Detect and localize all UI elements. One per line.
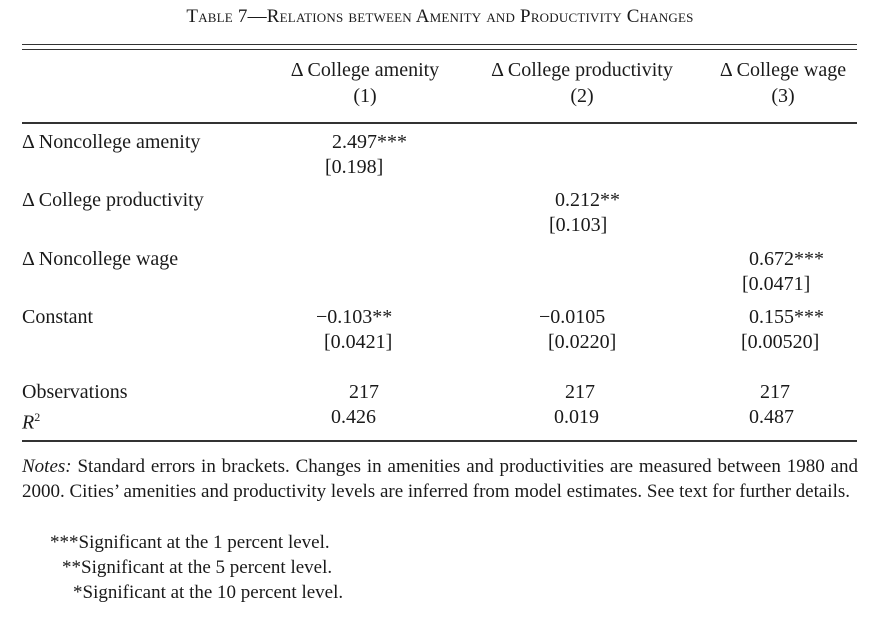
notes-text: Standard errors in brackets. Changes in … (22, 456, 858, 502)
coef-noncollege-amenity: 2.497*** (332, 131, 407, 153)
title-rest: able 7—Relations between Amenity and Pro… (198, 6, 694, 27)
coef-noncollege-wage: 0.672*** (749, 248, 824, 270)
row-label-noncollege-wage: Δ Noncollege wage (22, 248, 179, 270)
observations-2: 217 (565, 381, 595, 403)
row-label-college-productivity: Δ College productivity (22, 189, 204, 211)
coef-college-productivity: 0.212** (555, 189, 620, 211)
se-constant-1: [0.0421] (324, 331, 393, 353)
column-number: (1) (353, 85, 377, 107)
se-constant-3: [0.00520] (741, 331, 820, 353)
se-noncollege-wage: [0.0471] (742, 273, 811, 295)
bottom-rule (22, 440, 857, 442)
coef-constant-1: −0.103** (316, 306, 393, 328)
observations-3: 217 (760, 381, 790, 403)
significance-text: Significant at the 10 percent level. (82, 582, 344, 603)
column-header-1: Δ College amenity (1) (255, 57, 475, 109)
notes-lead: Notes: (22, 456, 72, 477)
r-squared-3: 0.487 (749, 406, 794, 428)
r-squared-1: 0.426 (331, 406, 376, 428)
significance-marker: ** (62, 557, 81, 578)
table-title: Table 7—Relations between Amenity and Pr… (0, 6, 880, 28)
significance-note-1pct: ***Significant at the 1 percent level. (50, 530, 330, 555)
row-label-constant: Constant (22, 306, 94, 328)
r-squared-symbol: R (22, 411, 35, 434)
column-header-3: Δ College wage (3) (673, 57, 880, 109)
r-squared-superscript: 2 (34, 410, 41, 424)
r-squared-2: 0.019 (554, 406, 599, 428)
top-rule-2 (22, 49, 857, 50)
column-header-2: Δ College productivity (2) (472, 57, 692, 109)
column-number: (2) (570, 85, 594, 107)
column-number: (3) (771, 85, 795, 107)
se-college-productivity: [0.103] (549, 214, 608, 236)
coef-constant-2: −0.0105 (539, 306, 606, 328)
row-label-r-squared: R2 (22, 404, 40, 436)
table-notes: Notes: Standard errors in brackets. Chan… (22, 454, 858, 504)
significance-marker: *** (50, 532, 79, 553)
top-rule-1 (22, 44, 857, 45)
header-rule (22, 122, 857, 124)
se-noncollege-amenity: [0.198] (325, 156, 384, 178)
row-label-observations: Observations (22, 381, 128, 403)
significance-text: Significant at the 5 percent level. (81, 557, 333, 578)
observations-1: 217 (349, 381, 379, 403)
column-label: Δ College productivity (491, 59, 673, 81)
coef-constant-3: 0.155*** (749, 306, 824, 328)
significance-note-10pct: *Significant at the 10 percent level. (73, 580, 343, 605)
column-label: Δ College wage (719, 59, 847, 81)
significance-note-5pct: **Significant at the 5 percent level. (62, 555, 332, 580)
se-constant-2: [0.0220] (548, 331, 617, 353)
title-prefix: T (186, 6, 199, 27)
significance-text: Significant at the 1 percent level. (78, 532, 330, 553)
significance-marker: * (73, 582, 83, 603)
row-label-noncollege-amenity: Δ Noncollege amenity (22, 131, 201, 153)
column-label: Δ College amenity (290, 59, 440, 81)
